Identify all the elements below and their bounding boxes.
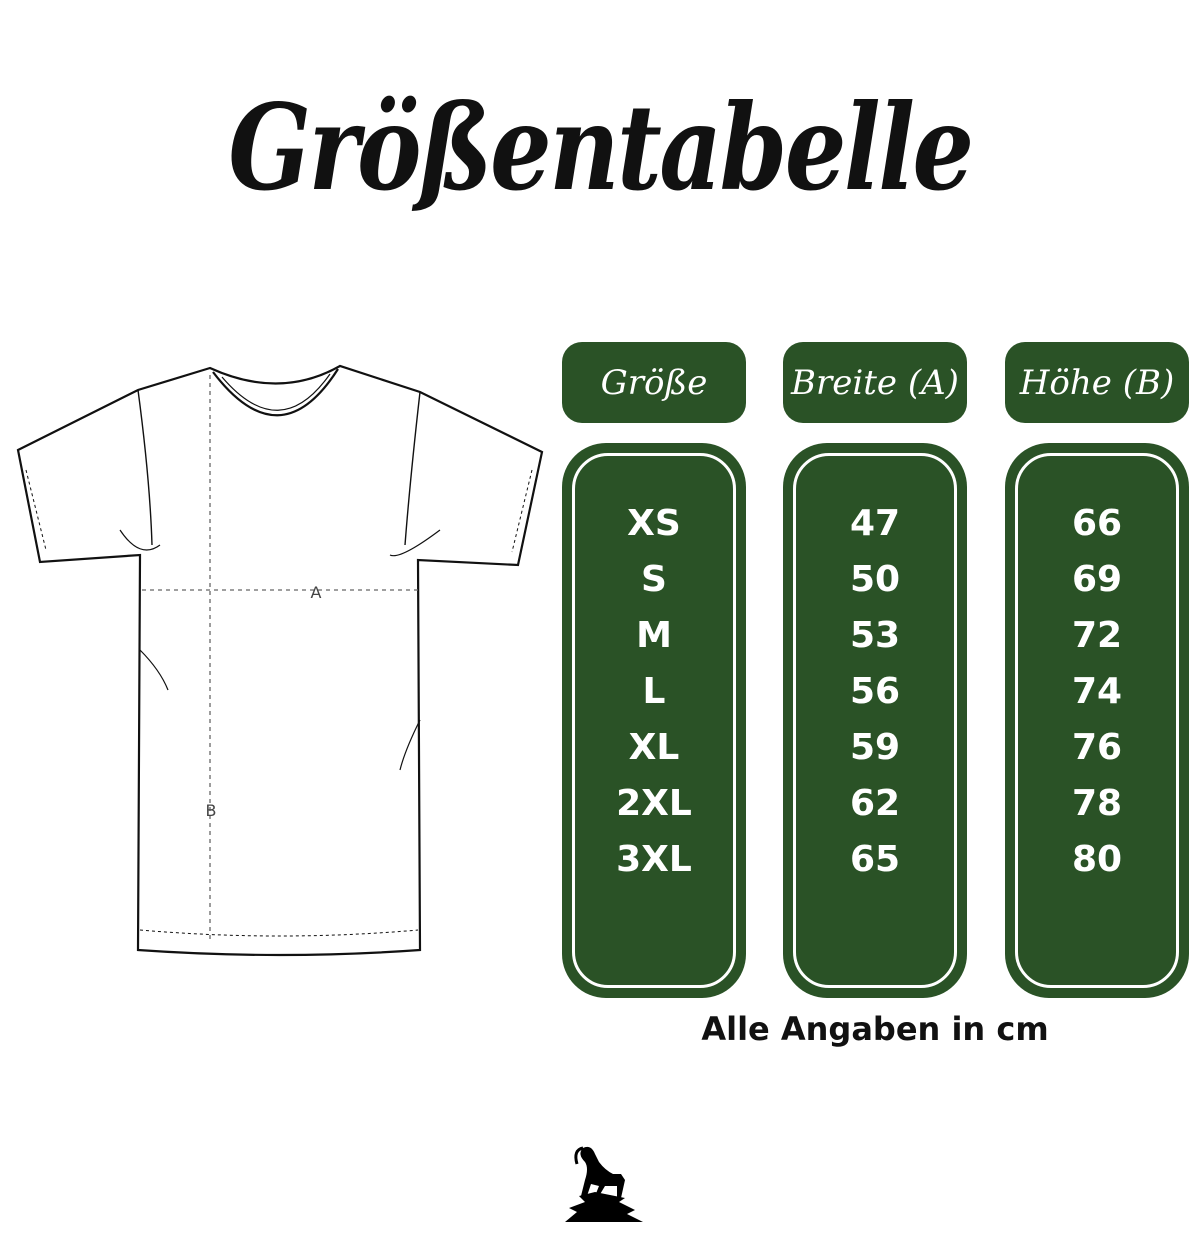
cell: 53 (849, 615, 901, 656)
label-b: B (206, 801, 217, 820)
cell: 72 (1071, 615, 1123, 656)
size-column: XS S M L XL 2XL 3XL (562, 443, 746, 998)
header-width: Breite (A) (783, 342, 967, 423)
cell: 69 (1071, 559, 1123, 600)
ibex-on-rock-icon (565, 1146, 643, 1222)
tshirt-diagram: A B (16, 364, 544, 957)
cell: 56 (849, 671, 901, 712)
cell: XS (627, 503, 681, 544)
cell: 78 (1071, 783, 1123, 824)
header-height: Höhe (B) (1005, 342, 1189, 423)
label-a: A (311, 583, 322, 602)
width-column: 47 50 53 56 59 62 65 (783, 443, 967, 998)
cell: 62 (849, 783, 901, 824)
cell: 59 (849, 727, 901, 768)
cell: 2XL (616, 783, 692, 824)
units-note: Alle Angaben in cm (701, 1010, 1049, 1048)
cell: 47 (849, 503, 901, 544)
height-column: 66 69 72 74 76 78 80 (1005, 443, 1189, 998)
cell: L (642, 671, 666, 712)
cell: 74 (1071, 671, 1123, 712)
cell: 80 (1071, 839, 1123, 880)
cell: 66 (1071, 503, 1123, 544)
cell: XL (628, 727, 680, 768)
cell: 3XL (616, 839, 692, 880)
cell: 50 (849, 559, 901, 600)
cell: M (636, 615, 672, 656)
header-size: Größe (562, 342, 746, 423)
cell: 65 (849, 839, 901, 880)
cell: 76 (1071, 727, 1123, 768)
cell: S (641, 559, 667, 600)
page-title: Größentabelle (228, 78, 974, 217)
